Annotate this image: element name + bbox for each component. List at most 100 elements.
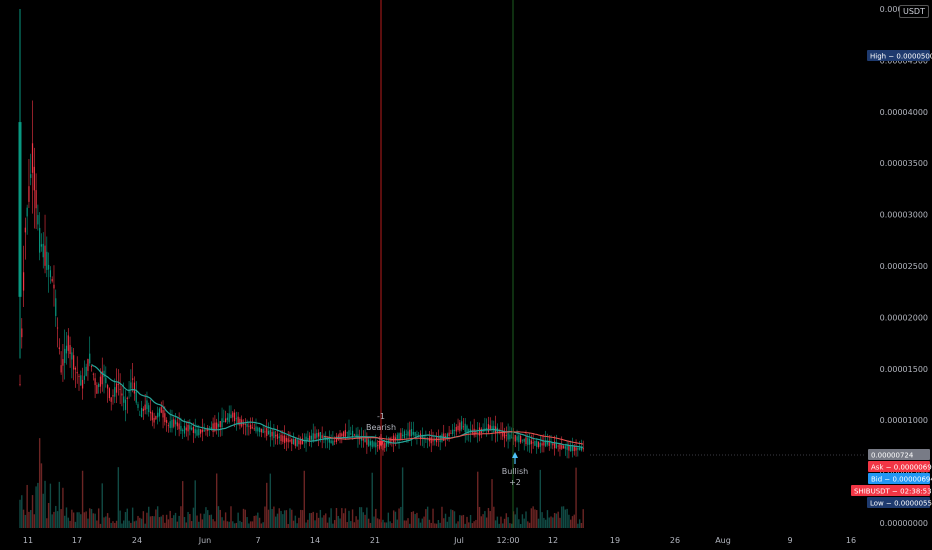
candle-body (366, 438, 368, 445)
volume-bar (480, 516, 482, 528)
x-tick-label: 11 (23, 536, 33, 545)
bullish-arrow-icon (512, 452, 518, 458)
svg-text:Ask − 0.00000695: Ask − 0.00000695 (871, 464, 932, 472)
volume-bar (214, 521, 216, 528)
candle-body (382, 443, 384, 451)
candle-body (323, 435, 325, 440)
volume-bar (407, 518, 409, 528)
volume-bar (316, 512, 318, 528)
volume-bar (280, 510, 282, 528)
candle-body (167, 425, 170, 427)
volume-bar (92, 513, 95, 528)
volume-bar (459, 515, 461, 528)
candle-body (371, 440, 373, 447)
candle-body (225, 418, 227, 422)
candle-body (217, 423, 220, 427)
volume-bar (326, 522, 329, 528)
candle-body (580, 446, 583, 451)
bid-price-label: Bid − 0.00000694 (868, 473, 932, 484)
volume-bar (148, 506, 150, 528)
volume-bar (441, 506, 443, 528)
volume-bar (128, 520, 130, 528)
volume-bar (251, 521, 254, 528)
candle-body (212, 423, 214, 432)
candle-body (298, 440, 300, 445)
volume-bar (457, 521, 459, 528)
candle-body (414, 432, 416, 437)
candle-body (317, 432, 320, 437)
y-tick-label: 0.00003500 (880, 159, 928, 168)
x-tick-label: 7 (255, 536, 260, 545)
volume-bar (190, 521, 193, 528)
volume-bar (123, 520, 125, 528)
candle-body (198, 428, 200, 436)
candle-body (464, 423, 466, 433)
volume-bar (416, 512, 418, 528)
candle-body (24, 227, 26, 233)
candle-body (364, 439, 366, 443)
volume-bar (215, 473, 218, 528)
volume-bar (444, 513, 447, 528)
candle-body (237, 416, 239, 425)
volume-bar (523, 518, 525, 528)
candle-body (378, 443, 380, 449)
candle-body (119, 388, 121, 390)
candle-body (48, 264, 50, 270)
candle-body (305, 436, 307, 444)
volume-bar (230, 506, 232, 528)
volume-bar (466, 516, 468, 528)
moving-average-line (91, 364, 584, 448)
candle-body (341, 433, 343, 437)
candle-body (257, 427, 259, 432)
volume-bar (67, 517, 69, 528)
spike-candle-body (18, 122, 22, 297)
volume-bar (97, 508, 100, 528)
volume-bar (493, 506, 495, 528)
candle-body (80, 375, 82, 386)
x-tick-label: Jun (198, 536, 212, 545)
candle-body (459, 422, 461, 431)
candle-body (76, 372, 78, 374)
candle-body (180, 425, 182, 431)
y-tick-label: 0.00001500 (880, 365, 928, 374)
x-axis[interactable]: 11 17 24 Jun 7 14 21 Jul 12:00 12 19 26 Aug 9 16 (23, 536, 856, 545)
volume-bar (137, 515, 139, 528)
volume-bar (199, 513, 202, 528)
candle-body (135, 391, 137, 403)
candle-body (507, 432, 509, 440)
volume-bar (532, 506, 534, 528)
candle-body (468, 429, 470, 432)
volume-bar (396, 519, 398, 528)
volume-bar (40, 463, 43, 528)
volume-bar (105, 516, 107, 528)
volume-bar (450, 509, 452, 528)
candle-body (210, 427, 212, 430)
volume-bar (519, 523, 522, 528)
candle-body (486, 427, 488, 431)
volume-bar (262, 522, 264, 528)
volume-bar (405, 520, 407, 528)
candle-body (403, 431, 406, 438)
candle-body (416, 434, 418, 436)
candle-body (264, 431, 266, 433)
volume-bar (426, 506, 429, 528)
volume-bar (389, 521, 391, 528)
volume-bar (90, 509, 93, 528)
candle-body (166, 420, 168, 423)
candle-body (523, 438, 525, 442)
volume-bar (410, 512, 413, 528)
currency-badge[interactable]: USDT (899, 5, 929, 18)
volume-bar (26, 484, 28, 528)
volume-bar (564, 509, 567, 528)
volume-bar (455, 523, 457, 528)
volume-bar (423, 516, 425, 528)
svg-text:SHIBUSDT − 02:38:53: SHIBUSDT − 02:38:53 (854, 488, 932, 496)
volume-bar (460, 515, 463, 528)
volume-bar (35, 486, 37, 528)
candle-body (221, 418, 223, 428)
volume-bar (487, 508, 490, 528)
candle-body (301, 438, 304, 445)
bearish-label: Bearish (366, 423, 396, 432)
y-tick-label: 0.00002000 (880, 313, 928, 322)
